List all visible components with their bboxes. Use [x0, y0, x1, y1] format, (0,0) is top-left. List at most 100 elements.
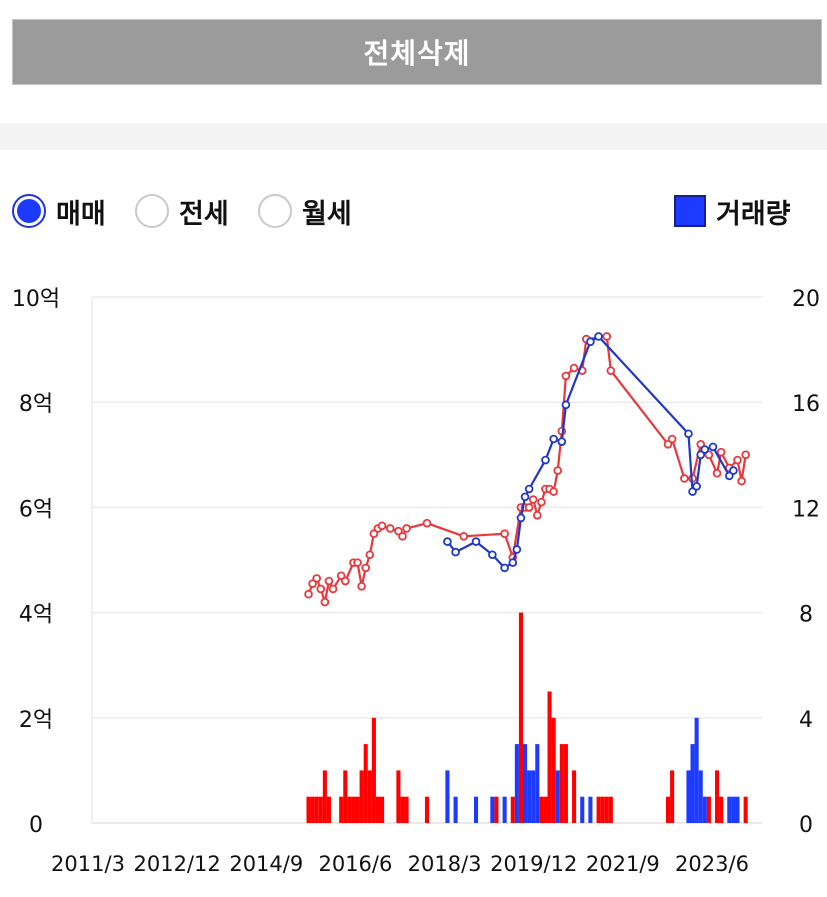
price-point [324, 576, 334, 586]
price-point [312, 574, 321, 583]
price-point [692, 482, 701, 491]
volume-bar [514, 744, 519, 823]
price-point [561, 371, 571, 381]
y-right-tick-label: 20 [792, 287, 820, 312]
y-right-tick-label: 8 [799, 603, 813, 628]
price-point [553, 466, 563, 475]
price-point [557, 437, 567, 446]
price-point [365, 550, 375, 560]
volume-bar [355, 796, 360, 823]
y-right-tick-label: 12 [792, 497, 820, 522]
price-point [541, 455, 550, 465]
price-point [316, 584, 326, 594]
volume-bar [580, 796, 585, 823]
volume-bar [400, 796, 405, 823]
volume-bar [314, 796, 319, 823]
radio-checked-dot [17, 199, 41, 223]
price-point [549, 487, 558, 496]
price-point [594, 332, 603, 341]
price-point [422, 518, 432, 528]
price-point [508, 558, 518, 567]
price-point [729, 466, 738, 475]
price-point [385, 524, 395, 533]
price-point [680, 474, 689, 483]
volume-bar [510, 796, 515, 823]
chart-axes: 0 0 2억 4 4억 8 6억 12 8억 16 10억 20 2011/3 2012/12 2014/9… [12, 287, 820, 876]
price-point [606, 366, 616, 375]
x-tick-label: 2011/3 [51, 852, 125, 876]
radio-monthly-rent[interactable] [258, 194, 292, 228]
price-point [716, 447, 726, 457]
volume-bar [572, 770, 577, 823]
trade-type-options: 매매 전세 월세 거래량 [0, 186, 827, 236]
volume-bar [502, 796, 507, 823]
volume-bar [706, 796, 711, 823]
volume-bar [371, 717, 376, 823]
price-point [708, 442, 718, 452]
volume-bar [306, 796, 311, 823]
y-right-tick-label: 0 [799, 813, 813, 838]
price-point [561, 400, 571, 410]
price-point [684, 429, 693, 439]
price-point [712, 468, 722, 478]
price-point [398, 532, 407, 541]
price-point [520, 492, 530, 502]
price-point [569, 363, 579, 373]
volume-bar [690, 744, 695, 823]
price-point [451, 547, 460, 557]
volume-bar [339, 796, 344, 823]
y-left-tick-label: 8억 [19, 392, 53, 417]
price-volume-chart: 0 0 2억 4 4억 8 6억 12 8억 16 10억 20 2011/3 2012/12 2014/9… [12, 287, 820, 876]
y-left-tick-label: 0 [29, 813, 43, 838]
volume-bar [600, 796, 605, 823]
price-point [340, 576, 350, 586]
price-lines [304, 332, 750, 607]
volume-bar [347, 796, 352, 823]
volume-bar [559, 744, 564, 823]
volume-bar [351, 796, 356, 823]
price-point [586, 337, 595, 347]
option-sale[interactable]: 매매 [12, 186, 106, 236]
x-tick-label: 2014/9 [229, 852, 303, 876]
option-jeonse-label: 전세 [179, 198, 229, 230]
radio-sale[interactable] [12, 194, 46, 228]
volume-bar [719, 796, 724, 823]
price-point [733, 455, 742, 465]
volume-bar [727, 796, 732, 823]
volume-bar [359, 770, 364, 823]
price-series-line [446, 335, 735, 569]
chart-grid [91, 296, 762, 824]
radio-jeonse[interactable] [135, 194, 169, 228]
price-point [700, 445, 710, 454]
price-series-line [307, 335, 747, 604]
volume-bar [551, 717, 556, 823]
price-point [524, 503, 534, 512]
volume-bar [424, 796, 430, 823]
volume-bar [698, 770, 703, 823]
volume-legend[interactable]: 거래량 [674, 186, 791, 236]
y-right-tick-label: 16 [792, 392, 820, 417]
volume-bar [731, 796, 736, 823]
y-right-tick-label: 4 [799, 708, 813, 733]
price-point [353, 558, 362, 567]
x-tick-label: 2023/6 [675, 852, 749, 876]
price-point [524, 484, 534, 494]
option-monthly-rent-label: 월세 [302, 198, 352, 230]
delete-all-button[interactable]: 전체삭제 [12, 19, 822, 85]
volume-bar [531, 770, 536, 823]
option-sale-label: 매매 [56, 198, 106, 230]
volume-bar [735, 796, 740, 823]
option-monthly-rent[interactable]: 월세 [258, 186, 352, 236]
volume-bar [539, 796, 544, 823]
y-left-tick-label: 4억 [19, 603, 53, 628]
volume-bar [715, 770, 720, 823]
price-point [516, 513, 526, 523]
volume-bar [604, 796, 609, 823]
volume-bar [490, 796, 495, 823]
price-point [500, 563, 509, 573]
volume-bar [596, 796, 601, 823]
price-point [602, 332, 612, 341]
volume-bar [453, 796, 458, 823]
option-jeonse[interactable]: 전세 [135, 186, 229, 236]
volume-bar [543, 796, 548, 823]
